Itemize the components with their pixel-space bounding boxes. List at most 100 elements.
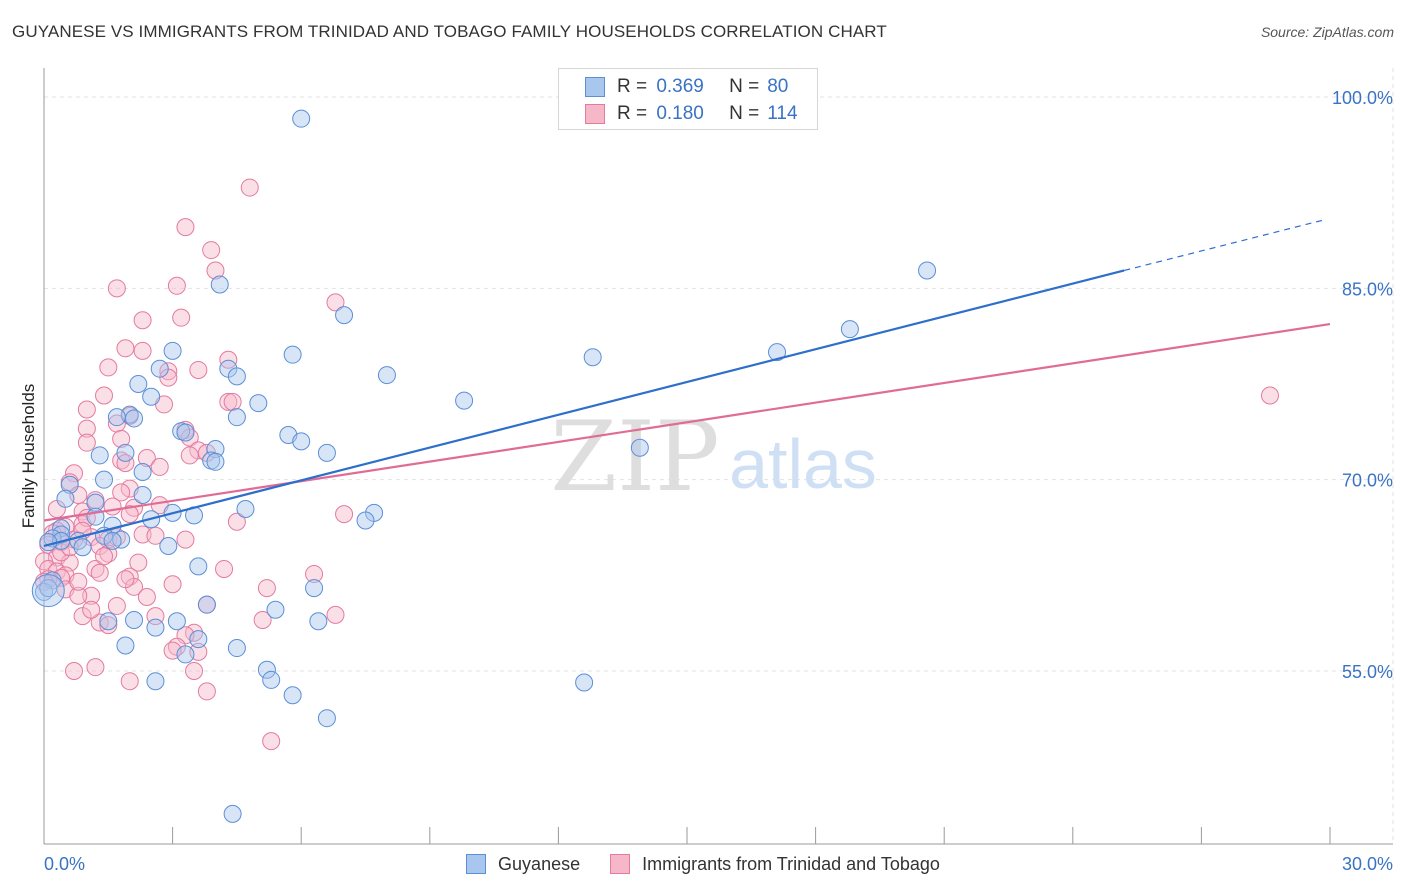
- guyanese-point: [309, 612, 328, 631]
- trinidad-point: [99, 358, 118, 377]
- trinidad-point: [116, 339, 135, 358]
- legend-n-value-guyanese: 80: [767, 76, 789, 97]
- trinidad-point: [185, 662, 204, 680]
- trinidad-point: [176, 218, 195, 237]
- trinidad-point: [86, 658, 105, 677]
- trinidad-point: [137, 588, 156, 607]
- stats-legend: R = 0.369 N = 80 R = 0.180 N = 114: [558, 68, 818, 130]
- trinidad-point: [257, 579, 276, 598]
- trinidad-point: [82, 586, 101, 605]
- guyanese-point: [73, 538, 92, 557]
- guyanese-point: [60, 475, 79, 494]
- guyanese-point: [107, 408, 126, 427]
- trinidad-point: [116, 570, 135, 589]
- y-tick-label: 70.0%: [1342, 471, 1393, 491]
- guyanese-point: [227, 408, 246, 427]
- trinidad-point: [133, 311, 152, 330]
- guyanese-point: [150, 359, 169, 378]
- guyanese-point: [116, 443, 135, 462]
- guyanese-point: [189, 557, 208, 576]
- trend-lines: [43, 218, 1331, 548]
- guyanese-point: [125, 610, 144, 629]
- trinidad-point: [65, 662, 84, 680]
- trinidad-point: [90, 563, 109, 582]
- trinidad-point: [99, 616, 118, 635]
- legend-r-value-guyanese: 0.369: [656, 76, 704, 97]
- trinidad-point: [150, 457, 169, 476]
- guyanese-point: [163, 341, 182, 360]
- guyanese-point: [176, 423, 195, 442]
- guyanese-point: [266, 600, 285, 619]
- trinidad-point: [240, 178, 259, 197]
- guyanese-point: [129, 375, 148, 393]
- trinidad-point: [172, 308, 191, 327]
- legend-n-label: N =: [729, 103, 760, 124]
- guyanese-point: [227, 639, 246, 658]
- guyanese-point: [197, 595, 216, 614]
- trinidad-point: [176, 530, 195, 549]
- guyanese-point: [262, 670, 281, 689]
- guyanese-point: [95, 470, 114, 489]
- trinidad-point: [326, 605, 345, 624]
- guyanese-point: [116, 636, 135, 655]
- guyanese-point: [630, 438, 649, 457]
- legend-row-guyanese: R = 0.369 N = 80: [585, 75, 788, 99]
- legend-item-trinidad[interactable]: Immigrants from Trinidad and Tobago: [610, 854, 940, 875]
- guyanese-point: [236, 500, 255, 519]
- trinidad-point: [326, 293, 345, 312]
- guyanese-point: [56, 489, 75, 508]
- guyanese-point: [125, 409, 144, 428]
- guyanese-point: [335, 306, 354, 325]
- trinidad-point: [82, 600, 101, 619]
- trinidad-point: [107, 279, 126, 298]
- guyanese-point-large: [31, 574, 65, 608]
- guyanese-point: [257, 660, 276, 679]
- guyanese-point: [227, 367, 246, 386]
- guyanese-point: [133, 463, 152, 482]
- guyanese-point: [146, 618, 165, 637]
- trinidad-point: [1260, 386, 1279, 405]
- guyanese-point: [768, 343, 787, 362]
- axes: [43, 68, 1393, 845]
- trinidad-point: [95, 386, 114, 405]
- trinidad-point: [133, 525, 152, 544]
- legend-row-trinidad: R = 0.180 N = 114: [585, 102, 798, 126]
- guyanese-point: [133, 485, 152, 504]
- guyanese-point: [86, 493, 105, 512]
- trinidad-point: [180, 446, 199, 465]
- guyanese-point: [90, 446, 109, 465]
- trinidad-point: [120, 505, 139, 524]
- guyanese-point: [39, 579, 58, 598]
- guyanese-point: [146, 672, 165, 691]
- guyanese-point: [292, 109, 311, 128]
- watermark: ZIP atlas: [550, 401, 877, 513]
- trinidad-point: [77, 400, 96, 419]
- trinidad-point: [129, 553, 148, 572]
- guyanese-point: [575, 673, 594, 692]
- trinidad-point: [77, 433, 96, 452]
- guyanese-point: [223, 804, 242, 823]
- guyanese-point: [455, 391, 474, 410]
- legend-item-guyanese[interactable]: Guyanese: [466, 854, 580, 875]
- legend-r-value-trinidad: 0.180: [656, 103, 704, 124]
- x-tick-label-max: 30.0%: [1342, 854, 1393, 874]
- legend-label-guyanese: Guyanese: [498, 853, 581, 874]
- trinidad-point: [103, 497, 122, 516]
- trinidad-point: [215, 559, 234, 578]
- trinidad-point: [120, 672, 139, 691]
- source-label: Source: ZipAtlas.com: [1260, 24, 1394, 40]
- trinidad-point: [112, 429, 131, 448]
- guyanese-point: [39, 533, 58, 552]
- trinidad-point: [137, 448, 156, 467]
- trinidad-point: [167, 276, 186, 295]
- legend-n-value-trinidad: 114: [767, 103, 798, 124]
- chart-title: GUYANESE VS IMMIGRANTS FROM TRINIDAD AND…: [12, 22, 887, 41]
- y-tick-label: 85.0%: [1342, 279, 1393, 299]
- guyanese-point: [206, 452, 225, 471]
- guyanese-point: [99, 612, 118, 631]
- guyanese-point: [206, 440, 225, 459]
- trinidad-point: [253, 610, 272, 629]
- y-axis-label: Family Households: [19, 383, 38, 529]
- legend-swatch-guyanese: [585, 77, 605, 97]
